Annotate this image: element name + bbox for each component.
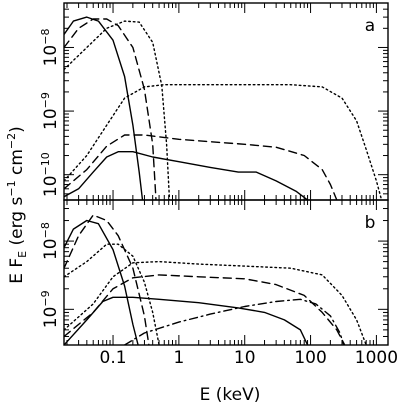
- x-tick-label: 0.1: [100, 348, 127, 368]
- x-tick-label: 10: [234, 348, 256, 368]
- x-tick-label: 1000: [355, 348, 398, 368]
- y-tick-label: 10−9: [39, 92, 61, 130]
- series-a-4: [64, 151, 309, 200]
- curves-b: [64, 214, 367, 345]
- series-a-6: [64, 84, 383, 200]
- y-tick-label: 10−8: [39, 222, 61, 260]
- curves-a: [64, 16, 383, 200]
- series-b-1: [64, 219, 139, 345]
- y-tick-label: 10−8: [39, 29, 61, 67]
- panel-b: 10−8 10−9 b: [39, 199, 389, 346]
- series-b-5: [64, 274, 346, 345]
- series-b-2: [64, 214, 150, 345]
- series-b-4: [64, 296, 309, 345]
- series-a-5: [64, 134, 338, 200]
- series-b-7: [123, 298, 345, 345]
- series-a-3: [64, 20, 171, 200]
- x-tick-label: 100: [294, 348, 326, 368]
- x-axis-label: E (keV): [200, 385, 261, 405]
- y-tick-label: 10−9: [39, 290, 61, 328]
- y-tick-label: 10−10: [39, 152, 61, 197]
- y-axis-label: E FE (erg s−1 cm−2): [5, 126, 29, 284]
- series-a-1: [64, 16, 144, 200]
- x-tick-label: 1: [173, 348, 184, 368]
- series-b-3: [64, 243, 160, 345]
- panel-a: 10−8 10−9 10−10 a: [39, 2, 389, 201]
- plot-frame: [63, 199, 389, 346]
- series-b-6: [64, 260, 367, 345]
- series-a-2: [64, 18, 157, 200]
- x-tick-labels: 0.1 1 10 100 1000: [100, 348, 399, 368]
- panel-letter: b: [365, 213, 376, 233]
- panels: 10−8 10−9 10−10 a 10−8 10−9 b: [39, 2, 389, 346]
- panel-letter: a: [365, 16, 375, 36]
